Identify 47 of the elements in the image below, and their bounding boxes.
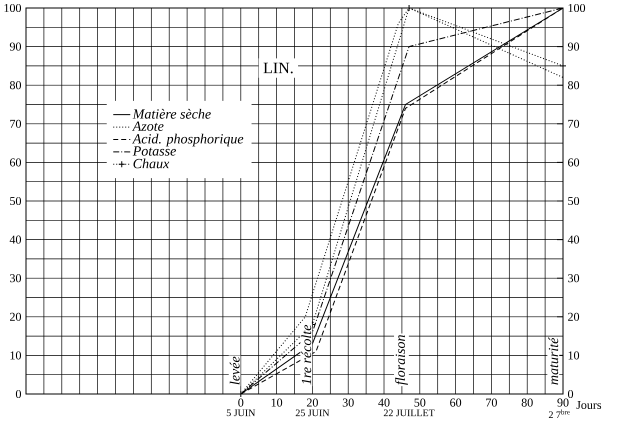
y-tick-label: 70 [10,120,22,128]
x-axis-title: Jours [576,401,602,409]
annotation: maturité [548,337,558,385]
y2-tick-label: 0 [568,390,574,398]
y2-tick-label: 40 [568,236,580,244]
legend-label: Potasse [132,146,176,156]
y-tick-label: 10 [10,351,22,360]
y2-tick-label: 50 [568,196,580,206]
y-tick-label: 80 [10,81,22,90]
legend-label: Azote [132,122,164,131]
y-tick-label: 0 [16,390,22,398]
x-tick-label: 0 [238,398,244,407]
legend-label: Chaux [134,158,170,168]
legend-label: Matière sèche [132,108,211,119]
x2-tick-label: 25 JUIN [296,410,330,416]
text: LIN. [264,62,293,74]
annotation: levée [230,356,240,384]
x-tick-label: 20 [306,398,318,407]
y-tick-label: 40 [10,236,22,244]
y-tick-label: 100 [4,4,22,12]
y2-tick-label: 60 [568,158,580,166]
x-tick-label: 40 [378,398,390,407]
y2-tick-label: 10 [568,351,580,360]
x2-tick-label: 22 JUILLET [384,410,435,416]
x2-tick-label: 2 7$^{bre}$ [548,410,570,418]
y-tick-label: 90 [10,42,22,51]
x-tick-label: 70 [486,398,497,407]
x-tick-label: 60 [450,398,462,407]
x-tick-label: 10 [272,398,282,407]
y-tick-label: 50 [10,196,22,206]
x-tick-label: 30 [342,398,354,407]
y-tick-label: 30 [10,274,22,282]
x2-tick-label: 5 JUIN [226,410,256,416]
annotation: floraison [395,335,408,385]
y2-tick-label: 20 [568,312,580,321]
y-tick-label: 60 [10,158,22,166]
y2-tick-label: 70 [568,120,580,128]
y2-tick-label: 80 [568,81,580,90]
y-tick-label: 20 [10,312,22,321]
x-tick-label: 50 [414,398,426,407]
legend-label: Acid. phosphorique [132,134,244,146]
x-tick-label: 80 [522,398,533,407]
annotation: 1re récolte [301,324,312,385]
y2-tick-label: 90 [568,42,580,51]
x-tick-label: 90 [557,398,569,407]
y2-tick-label: 100 [568,4,586,12]
y2-tick-label: 30 [568,274,580,282]
